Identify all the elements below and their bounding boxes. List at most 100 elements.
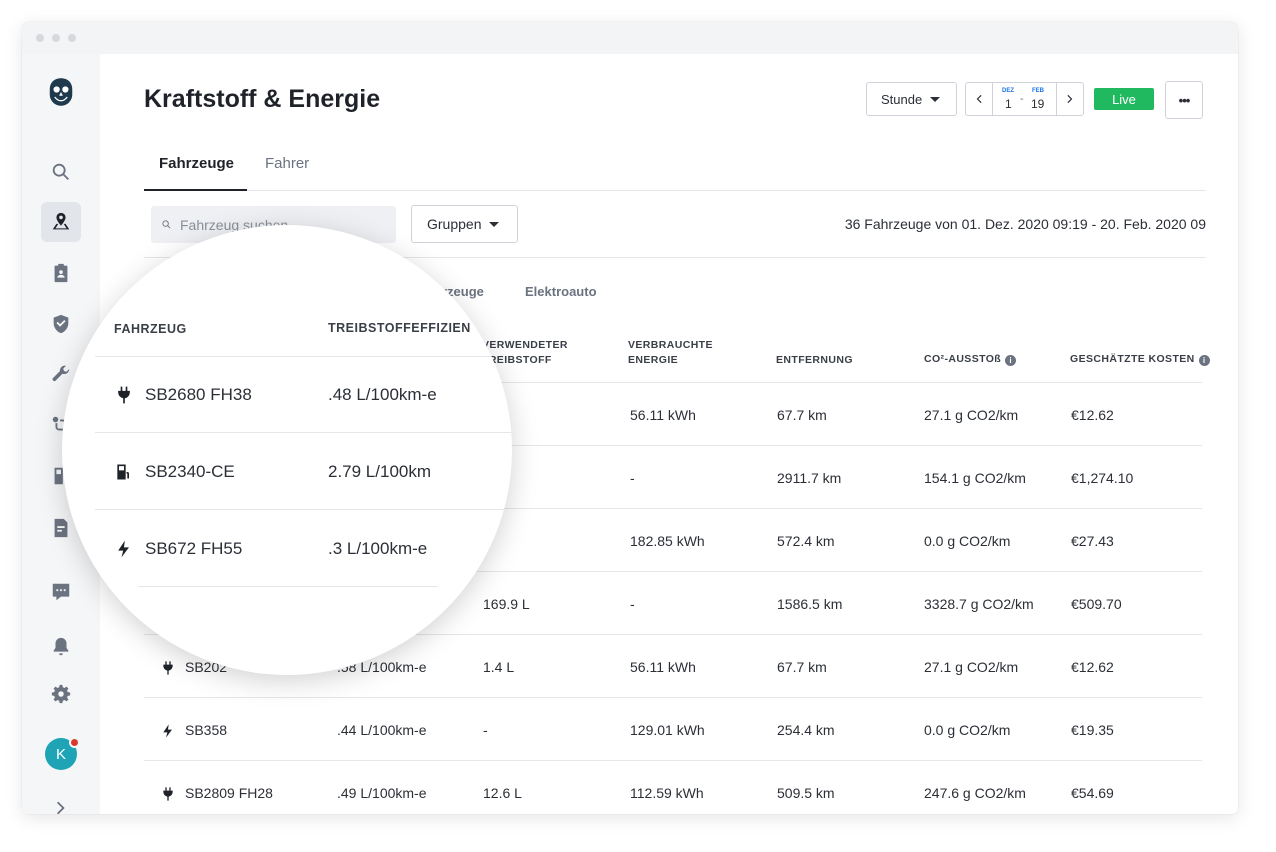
cost-value: €12.62 (1071, 659, 1114, 675)
header-fuel-used[interactable]: VERWENDETER TREIBSTOFF (482, 338, 568, 368)
date-next-button[interactable] (1056, 83, 1083, 115)
bell-icon[interactable] (41, 627, 81, 667)
energy-value: 112.59 kWh (630, 785, 704, 801)
co2-value: 3328.7 g CO2/km (924, 596, 1034, 612)
clipboard-icon[interactable] (41, 253, 81, 293)
fuel-pump-icon (114, 462, 134, 482)
tab-fahrzeuge[interactable]: Fahrzeuge (159, 155, 235, 172)
gear-icon[interactable] (41, 674, 81, 714)
header-distance[interactable]: ENTFERNUNG (776, 354, 853, 366)
mg-vehicle-name[interactable]: SB672 FH55 (145, 539, 243, 558)
date-prev-button[interactable] (966, 83, 993, 115)
vehicle-name[interactable]: SB358 (185, 722, 228, 738)
mg-header-vehicle: FAHRZEUG (114, 322, 187, 336)
sidebar: K (22, 54, 100, 814)
distance-value: 1586.5 km (777, 596, 843, 612)
window-titlebar (22, 22, 1238, 54)
co2-value: 0.0 g CO2/km (924, 533, 1011, 549)
distance-value: 509.5 km (777, 785, 835, 801)
header-fuel-used-line1: VERWENDETER (482, 339, 568, 351)
filter-divider (144, 257, 1206, 258)
header-cost[interactable]: GESCHÄTZTE KOSTEN i (1070, 352, 1210, 367)
avatar[interactable]: K (45, 737, 80, 770)
mg-row-divider (95, 356, 512, 357)
chevron-right-icon[interactable] (41, 788, 81, 814)
mg-efficiency: .3 L/100km-e (328, 539, 428, 558)
date-separator: - (1020, 93, 1024, 105)
mg-efficiency: 2.79 L/100km (328, 462, 432, 481)
live-button[interactable]: Live (1094, 88, 1154, 110)
subtab-fahrzeuge[interactable]: rzeuge (442, 284, 484, 299)
fuel-pump-icon[interactable] (41, 456, 81, 496)
energy-value: 182.85 kWh (630, 533, 705, 549)
chevron-down-icon (930, 96, 941, 102)
logo-owl-icon[interactable] (41, 72, 81, 112)
co2-value: 0.0 g CO2/km (924, 722, 1011, 738)
groups-label: Gruppen (427, 216, 482, 232)
date-range-picker[interactable]: DEZ 1 - FEB 19 (965, 82, 1084, 116)
info-icon[interactable]: i (1005, 355, 1017, 366)
efficiency-value: .49 L/100km-e (337, 785, 427, 801)
energy-value: - (630, 596, 635, 612)
vehicle-name[interactable]: SB2809 FH28 (185, 785, 273, 801)
interval-dropdown[interactable]: Stunde (866, 82, 957, 116)
energy-value: 56.11 kWh (630, 659, 696, 675)
header-co2[interactable]: CO²-AUSSTOß i (924, 352, 1017, 367)
map-pin-icon[interactable] (41, 202, 81, 242)
distance-value: 67.7 km (777, 659, 827, 675)
row-divider (144, 508, 1202, 509)
chevron-right-icon (1067, 94, 1073, 104)
tab-fahrer[interactable]: Fahrer (265, 155, 310, 172)
row-divider (144, 382, 1202, 383)
avatar-initial: K (55, 745, 66, 763)
co2-value: 247.6 g CO2/km (924, 785, 1026, 801)
row-divider (144, 760, 1202, 761)
energy-value: - (630, 470, 635, 486)
notification-dot (69, 737, 80, 748)
energy-value: 56.11 kWh (630, 407, 696, 423)
cost-value: €27.43 (1071, 533, 1114, 549)
cost-value: €509.70 (1071, 596, 1122, 612)
plug-icon (114, 385, 134, 405)
cost-value: €1,274.10 (1071, 470, 1134, 486)
subtab-elektroauto[interactable]: Elektroauto (525, 284, 597, 299)
header-fuel-used-line2: TREIBSTOFF (482, 354, 552, 366)
row-divider (144, 697, 1202, 698)
more-options-button[interactable]: ••• (1165, 81, 1203, 119)
tab-underline (144, 189, 247, 191)
date-range-display[interactable]: DEZ 1 - FEB 19 (993, 83, 1056, 115)
header-energy-line1: VERBRAUCHTE (628, 339, 713, 351)
header-energy-line2: ENERGIE (628, 354, 679, 366)
fuel-used-value: 169.9 L (483, 596, 530, 612)
document-icon[interactable] (41, 508, 81, 548)
bolt-icon (114, 539, 134, 559)
magnifier-overlay: FAHRZEUG TREIBSTOFFEFFIZIEN SB2680 FH38 … (62, 225, 512, 675)
wrench-icon[interactable] (41, 354, 81, 394)
cost-value: €54.69 (1071, 785, 1114, 801)
distance-value: 67.7 km (777, 407, 827, 423)
header-co2-label: CO²-AUSSTOß (924, 353, 1002, 365)
plug-icon (160, 660, 176, 676)
window-dot (68, 34, 76, 42)
mg-vehicle-name[interactable]: SB2340-CE (145, 462, 235, 481)
fuel-used-value: 12.6 L (483, 785, 522, 801)
mg-vehicle-name[interactable]: SB2680 FH38 (145, 385, 252, 404)
chevron-down-icon (489, 221, 500, 227)
vehicle-range-text: 36 Fahrzeuge von 01. Dez. 2020 09:19 - 2… (844, 216, 1206, 232)
cost-value: €19.35 (1071, 722, 1114, 738)
efficiency-value: .44 L/100km-e (337, 722, 427, 738)
chevron-left-icon (976, 94, 982, 104)
main-content: Kraftstoff & Energie Stunde DEZ 1 - FEB … (62, 81, 1210, 801)
distance-value: 2911.7 km (777, 470, 842, 486)
header-energy[interactable]: VERBRAUCHTE ENERGIE (628, 338, 713, 368)
mg-header-efficiency: TREIBSTOFFEFFIZIEN (328, 321, 471, 335)
info-icon[interactable]: i (1198, 355, 1210, 366)
chat-icon[interactable] (41, 572, 81, 612)
shield-check-icon[interactable] (41, 304, 81, 344)
fuel-used-value: 1.4 L (483, 659, 515, 675)
cost-value: €12.62 (1071, 407, 1114, 423)
date-start-month: DEZ (1002, 88, 1014, 94)
search-icon[interactable] (41, 152, 81, 192)
groups-dropdown[interactable]: Gruppen (411, 205, 518, 243)
date-end-month: FEB (1032, 88, 1044, 94)
